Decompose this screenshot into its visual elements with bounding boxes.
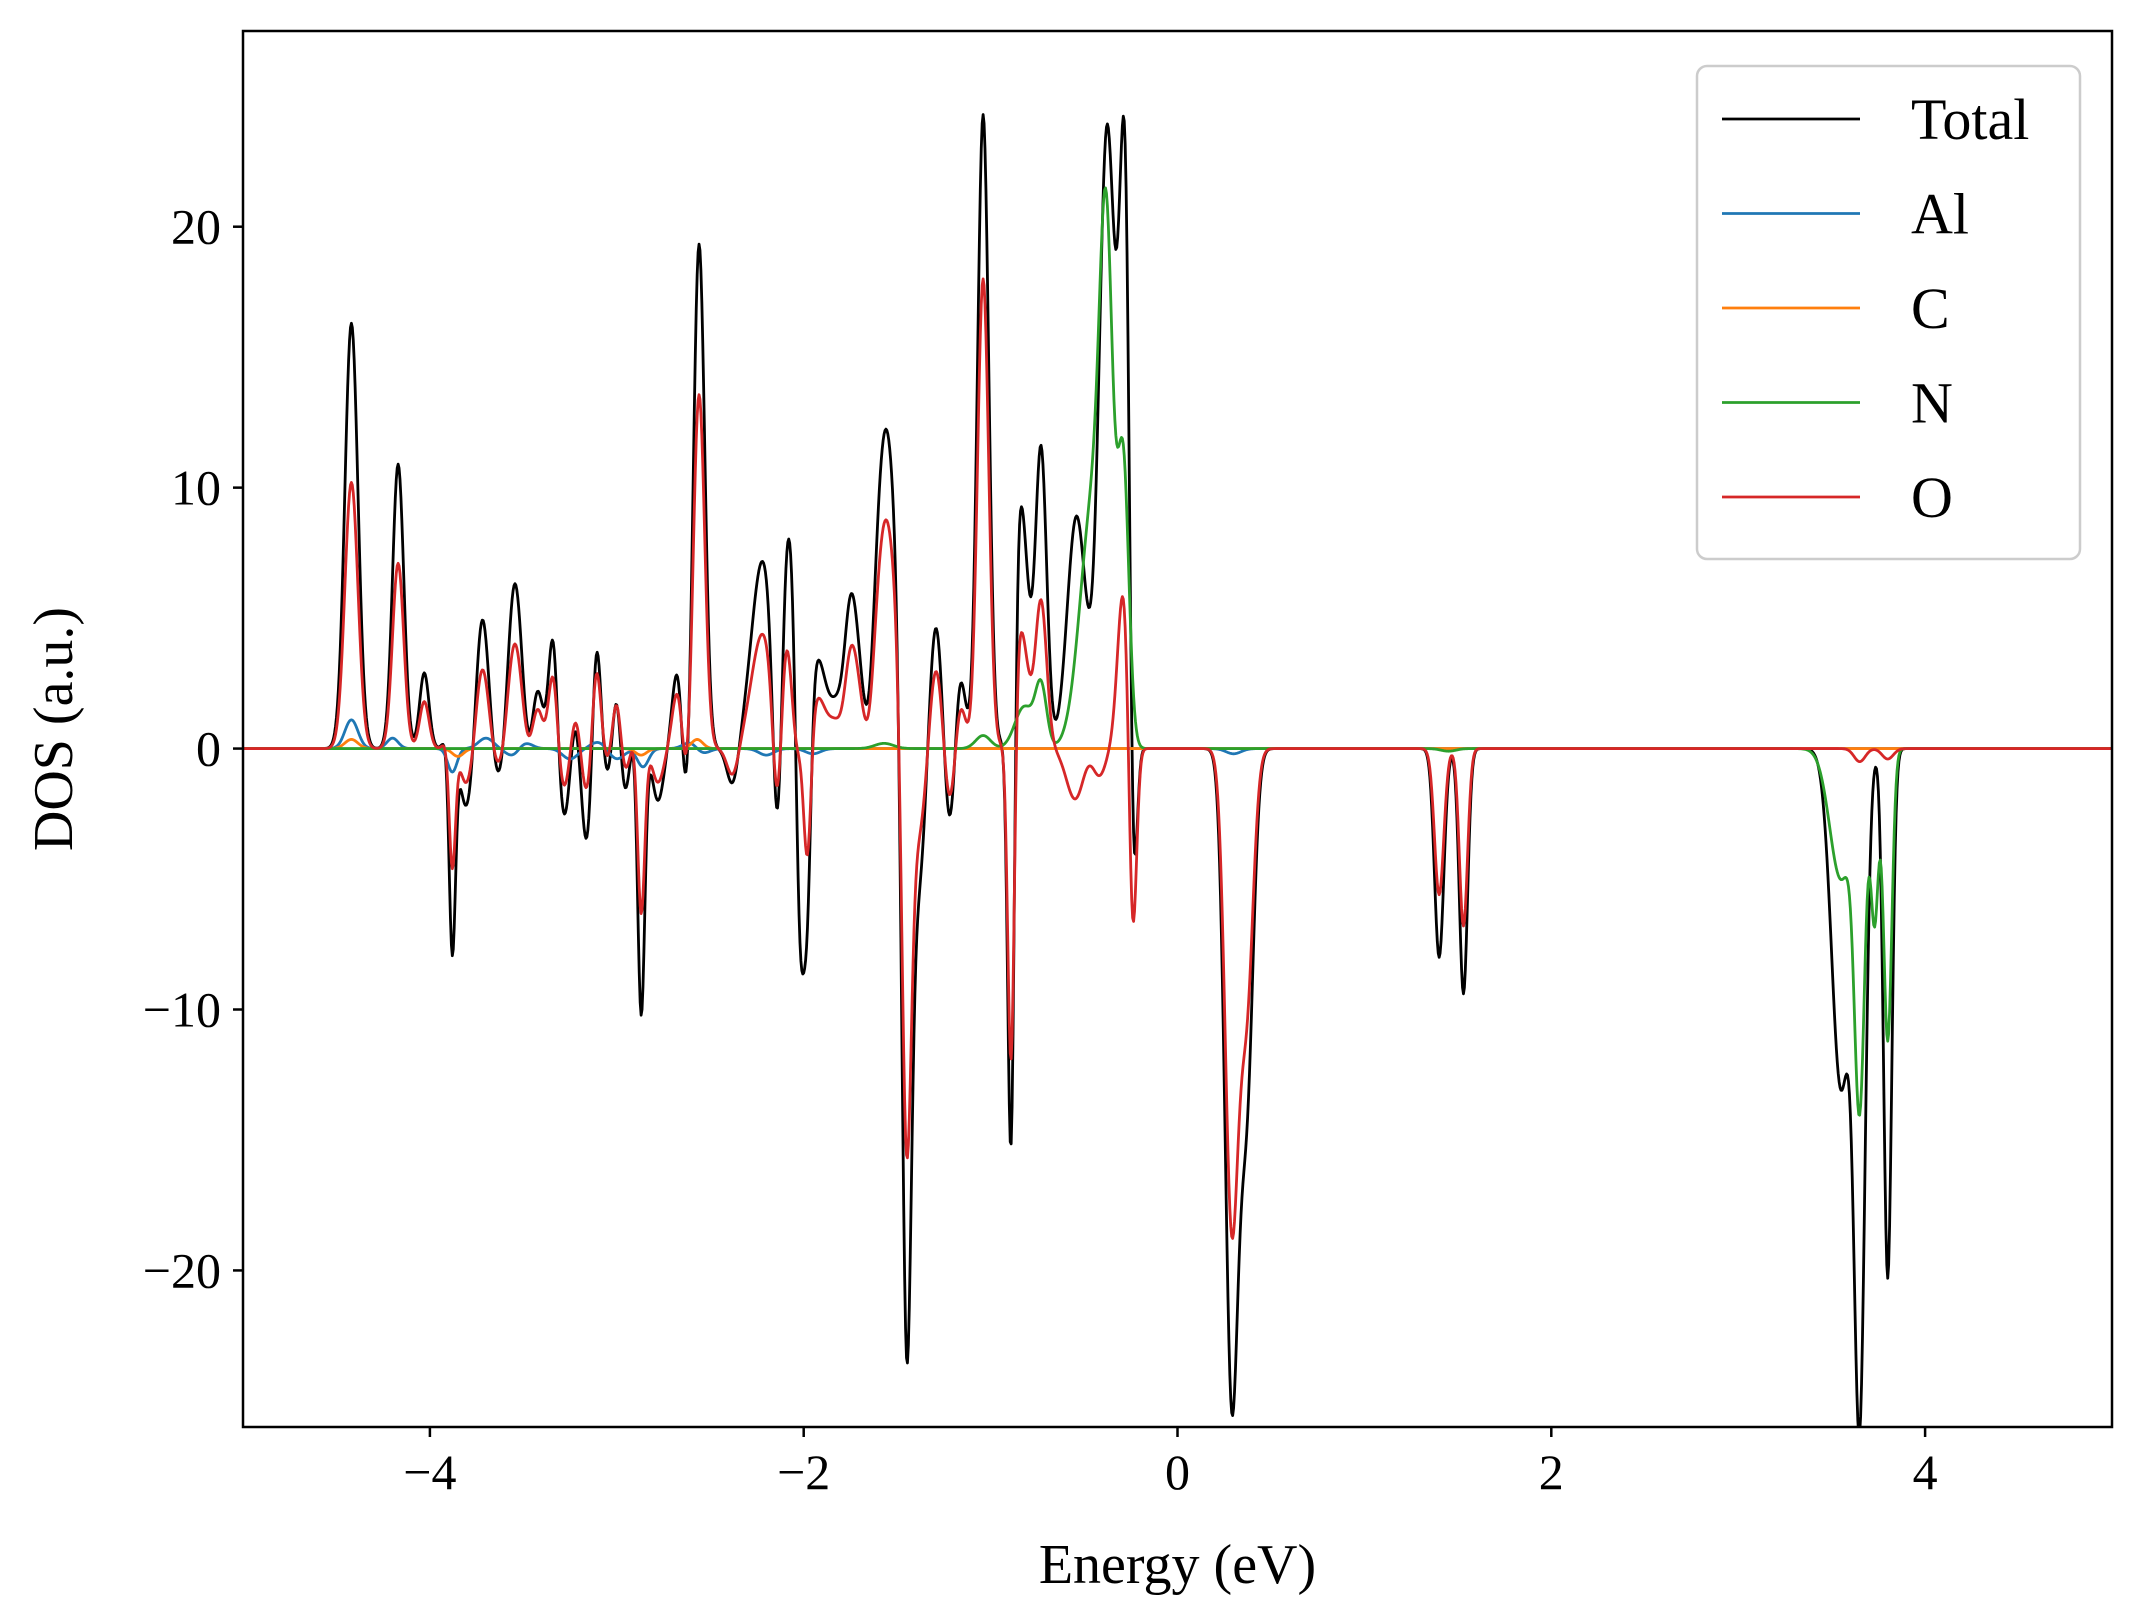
legend-label-total: Total — [1911, 87, 2029, 152]
x-tick-label: 0 — [1165, 1444, 1190, 1500]
legend-label-o: O — [1911, 465, 1953, 530]
legend-label-n: N — [1911, 371, 1953, 436]
y-tick-label: −10 — [143, 982, 221, 1038]
legend-label-al: Al — [1911, 182, 1969, 247]
series-line-al — [243, 718, 2112, 774]
y-axis-label: DOS (a.u.) — [23, 607, 85, 851]
y-tick-label: 10 — [171, 460, 221, 516]
legend-box — [1695, 64, 2082, 561]
series-line-o — [243, 277, 2112, 1240]
y-tick-label: 0 — [196, 721, 221, 777]
x-tick-label: −2 — [777, 1444, 830, 1500]
legend-label-c: C — [1911, 276, 1950, 341]
x-tick-label: 2 — [1539, 1444, 1564, 1500]
x-axis-label: Energy (eV) — [1039, 1534, 1316, 1596]
y-tick-label: 20 — [171, 199, 221, 255]
y-tick-label: −20 — [143, 1242, 221, 1298]
legend: Total Al CNO — [1695, 64, 2082, 561]
series-layer — [243, 113, 2112, 1427]
x-tick-label: −4 — [403, 1444, 456, 1500]
x-tick-label: 4 — [1913, 1444, 1938, 1500]
